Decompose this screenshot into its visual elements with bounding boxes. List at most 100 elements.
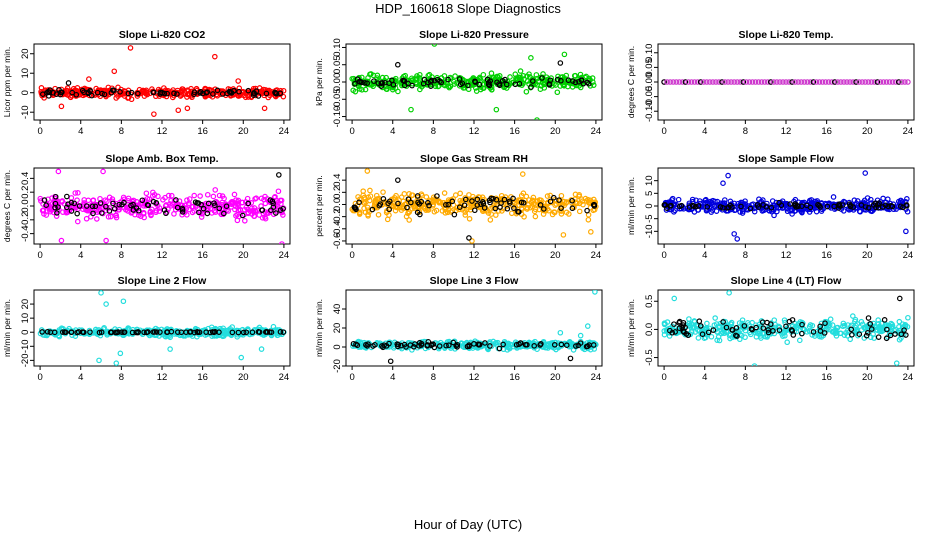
data-point [408,106,414,113]
x-tick-label: 24 [591,372,602,383]
reference-point [395,341,402,348]
data-point [818,320,825,327]
reference-point [117,89,123,95]
x-tick-label: 24 [903,126,914,137]
reference-point [47,329,54,336]
reference-point [696,318,703,325]
x-tick-label: 4 [78,126,83,137]
x-tick-label: 16 [821,372,832,383]
reference-point [481,205,488,211]
data-point [175,107,182,114]
scatter-panel-2: Slope Li-820 Pressure 0 4 8 12 16 20 24 -0.10-0.… [314,29,603,137]
reference-point [164,90,170,97]
x-tick-label: 4 [78,372,83,383]
data-point [830,194,837,200]
reference-point [80,329,87,336]
reference-point [884,326,890,333]
y-tick-label: 0 [332,344,343,349]
data-point [148,211,154,218]
reference-point [174,329,181,335]
data-point [350,87,356,94]
y-tick-label: 0.0 [20,199,31,212]
data-point [571,72,578,79]
reference-point [197,88,204,95]
x-tick-label: 12 [781,372,792,383]
reference-point [150,198,157,205]
reference-point [231,87,237,94]
data-point [774,79,780,85]
data-point [524,204,531,211]
x-tick-label: 4 [390,126,395,137]
data-point [544,193,551,199]
data-point [833,333,840,339]
data-point [669,197,675,203]
panel-title: Slope Li-820 Temp. [739,29,834,41]
reference-point [280,206,286,212]
x-tick-label: 16 [197,250,208,261]
reference-point [44,328,51,335]
reference-point [106,208,113,214]
panel-title: Slope Li-820 CO2 [119,29,206,41]
x-tick-label: 20 [550,126,561,137]
data-point [507,74,513,80]
reference-point [577,340,584,346]
data-point [585,216,592,223]
reference-point [356,199,362,206]
data-point [728,79,734,85]
data-point [74,218,81,225]
reference-point [194,200,200,206]
reference-point [723,324,730,331]
reference-point [554,76,561,83]
reference-point [733,332,739,339]
data-point [103,301,109,307]
data-point [203,86,209,92]
x-tick-label: 24 [591,250,602,261]
reference-point [83,203,90,209]
reference-point [235,329,242,336]
data-point [825,79,832,85]
y-axis-label: ml/min per min. [626,177,636,235]
data-point [197,193,203,199]
data-point [528,55,534,61]
reference-point [409,82,415,89]
data-point [383,74,389,81]
y-tick-label: 0.2 [20,186,31,199]
reference-point [426,202,432,209]
y-tick-label: 10 [20,68,31,79]
reference-point [41,197,48,203]
data-point [838,79,844,85]
data-point [875,321,882,327]
reference-point [214,87,221,94]
data-point [585,196,591,203]
data-point [889,321,895,328]
data-point [151,111,157,117]
reference-point [161,90,168,97]
reference-point [539,75,545,81]
reference-point [725,204,732,211]
reference-point [850,204,856,210]
reference-point [591,201,598,208]
reference-point [145,202,152,209]
data-point [899,79,905,85]
reference-point [885,203,892,210]
data-point [422,205,429,211]
data-point [852,316,859,323]
data-point [380,189,386,195]
reference-point [418,198,425,205]
data-point [688,321,695,327]
reference-point [88,92,95,99]
reference-point [108,89,115,96]
x-tick-label: 16 [197,126,208,137]
reference-point [371,78,377,84]
data-point [520,190,527,197]
reference-point [690,203,697,209]
reference-point [39,329,45,335]
data-point [727,335,733,342]
data-point [132,211,138,218]
y-tick-label: 0.05 [332,55,343,74]
data-point [804,79,811,85]
data-point [888,320,894,327]
reference-point [153,200,160,206]
reference-point [379,343,385,349]
reference-point [364,80,370,87]
